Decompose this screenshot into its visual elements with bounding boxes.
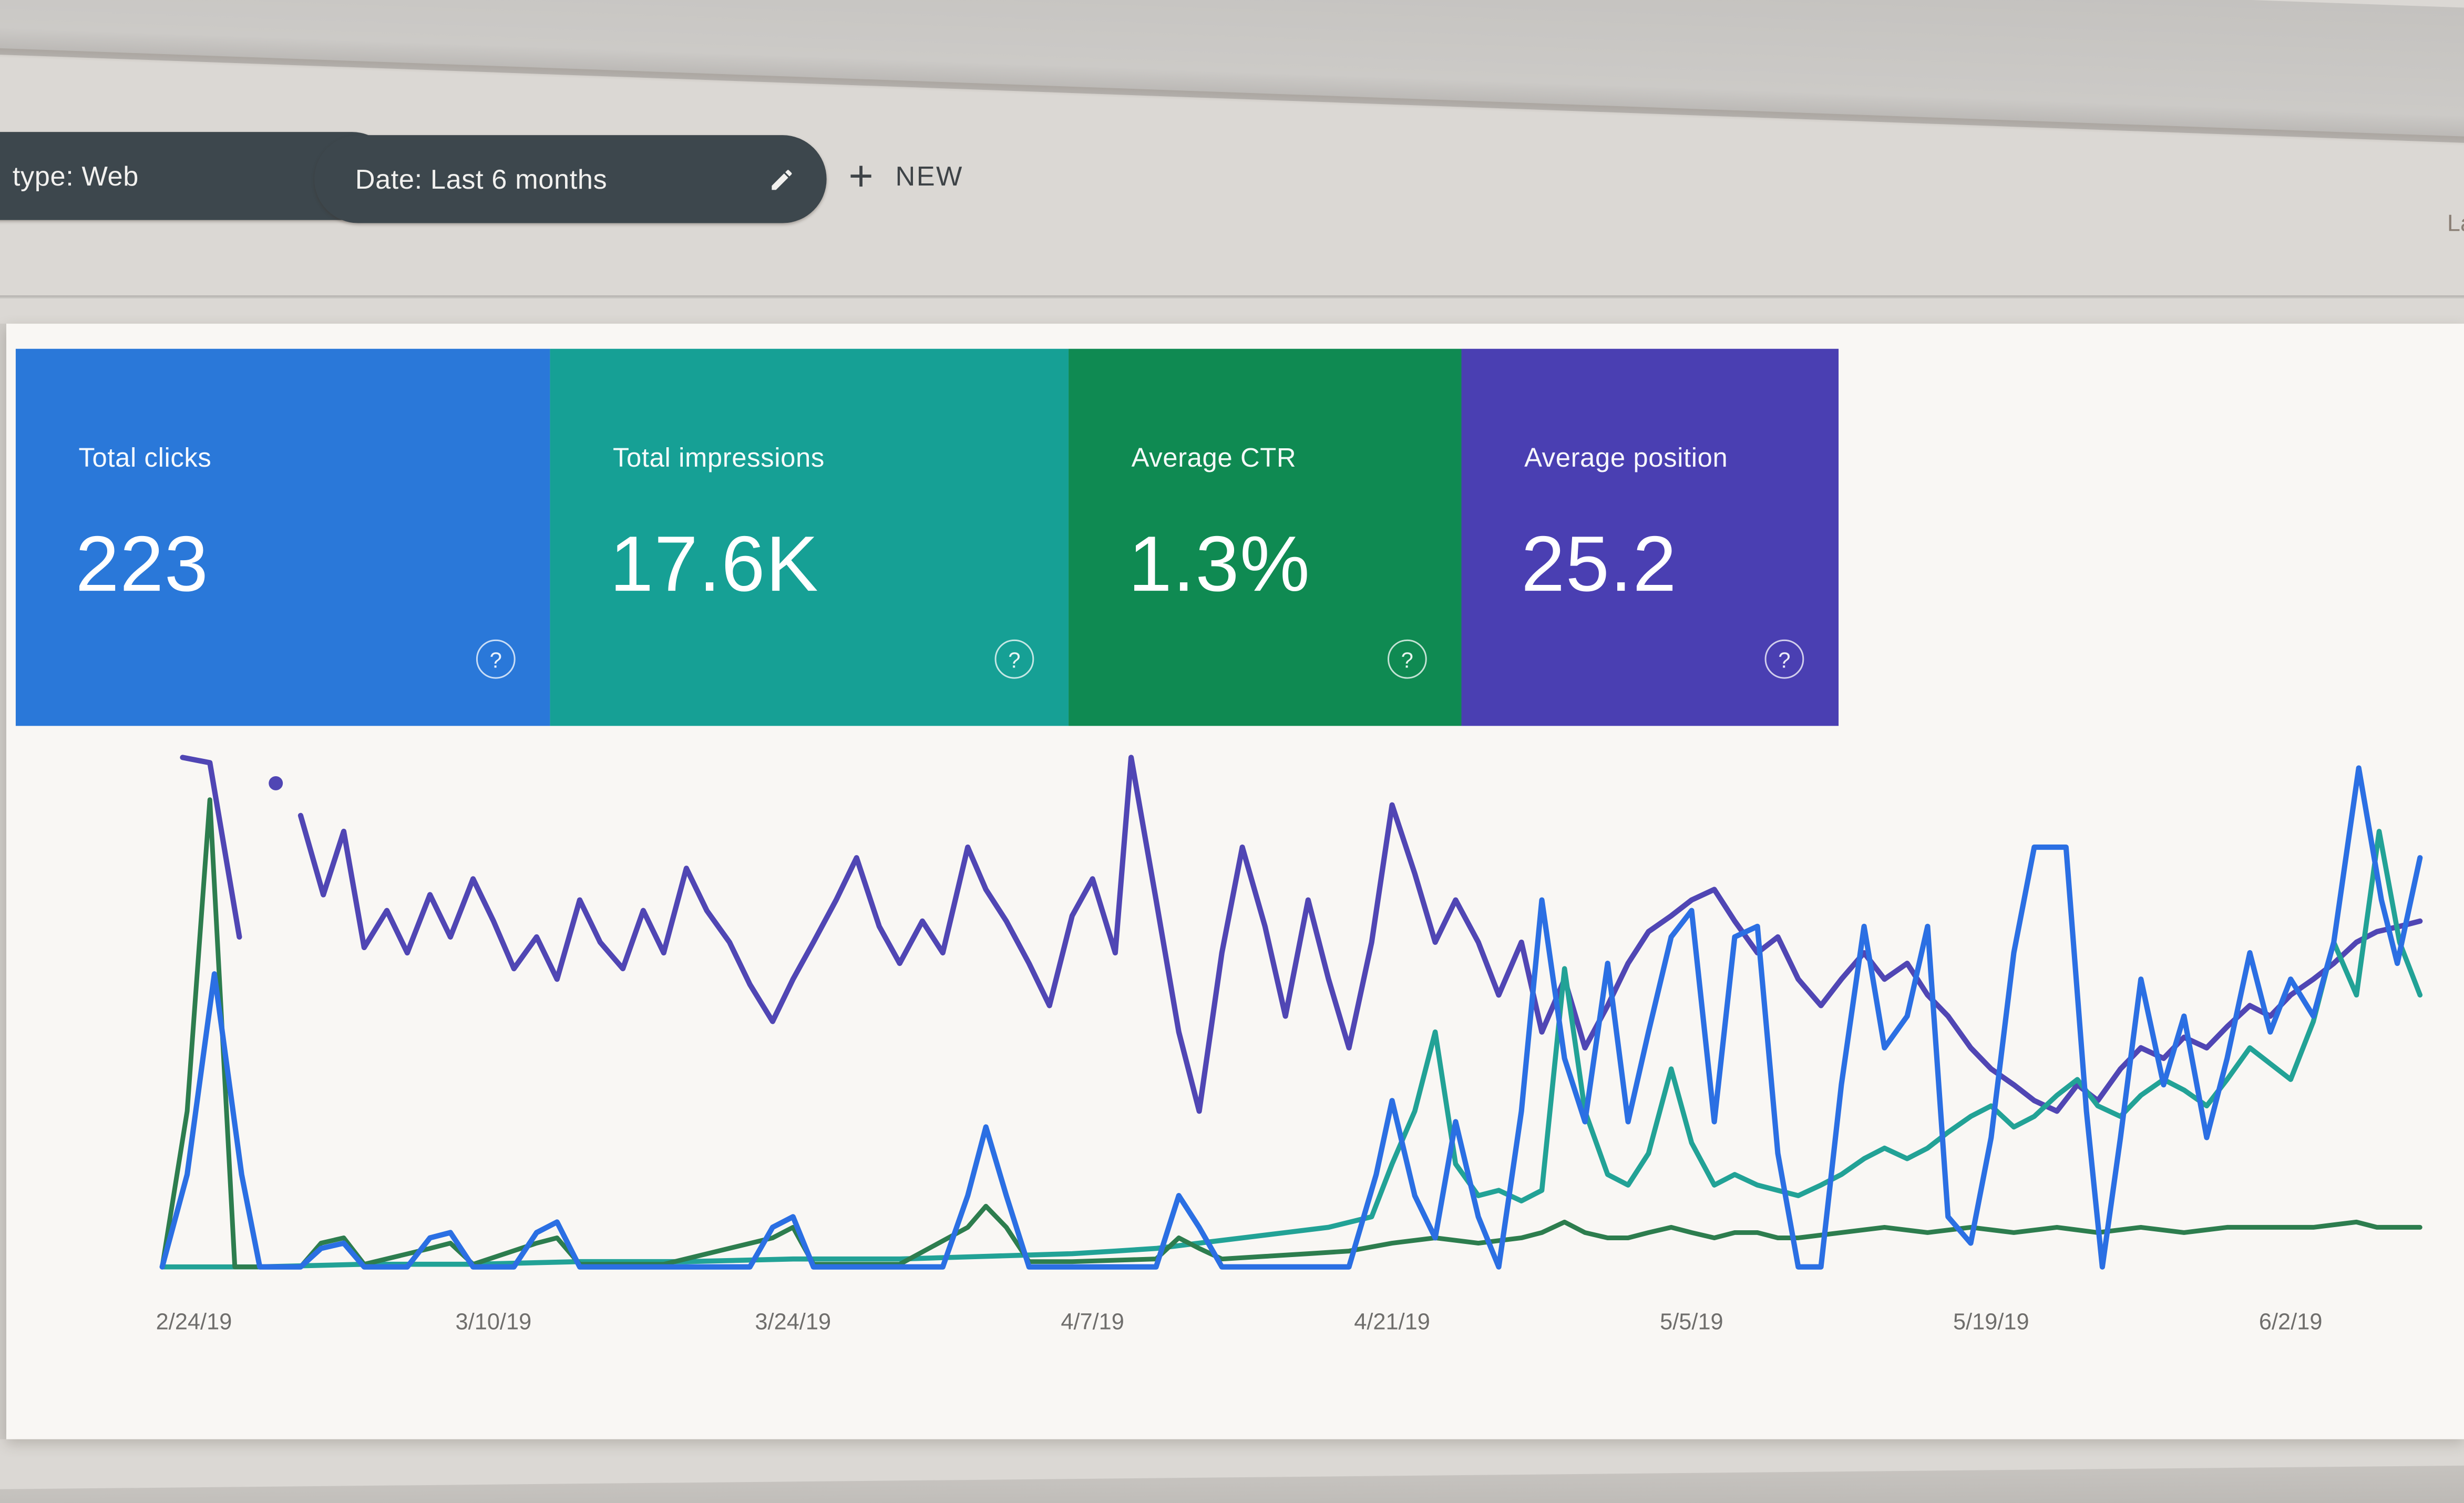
series-line-clicks: [162, 768, 2420, 1267]
metric-card-average-ctr[interactable]: Average CTR 1.3% ?: [1069, 348, 1462, 726]
new-filter-button[interactable]: + NEW: [848, 154, 963, 198]
performance-panel: Total clicks 223 ? Total impressions 17.…: [6, 323, 2464, 1439]
metric-card-label: Average CTR: [1131, 443, 1297, 473]
plus-icon: +: [848, 152, 874, 200]
filter-chip-date-range-label: Date: Last 6 months: [355, 162, 608, 194]
monitor-bottom-bezel: [0, 1464, 2464, 1503]
x-axis-tick: 6/2/19: [2258, 1310, 2323, 1336]
metric-card-value: 223: [75, 520, 209, 609]
performance-line-chart: [151, 742, 2420, 1270]
metric-card-label: Total impressions: [613, 443, 825, 473]
chart-series-canvas: [151, 742, 2420, 1270]
new-filter-label: NEW: [895, 159, 963, 191]
x-axis-tick: 5/19/19: [1953, 1310, 2029, 1336]
metric-card-label: Average position: [1524, 443, 1728, 473]
filter-chip-date-range[interactable]: Date: Last 6 months: [314, 135, 827, 223]
metric-card-label: Total clicks: [78, 443, 212, 473]
panel-left-gutter: [0, 323, 6, 1439]
series-line-ctr: [162, 800, 2420, 1267]
metric-card-total-impressions[interactable]: Total impressions 17.6K ?: [550, 348, 1069, 726]
filter-chip-search-type-label: type: Web: [12, 159, 139, 191]
metric-card-value: 1.3%: [1128, 520, 1311, 609]
metric-card-value: 25.2: [1521, 520, 1678, 609]
metric-card-value: 17.6K: [610, 520, 819, 609]
header-divider: [0, 295, 2464, 299]
series-line-average-position: [301, 757, 2420, 1111]
help-icon[interactable]: ?: [1387, 639, 1427, 679]
x-axis-tick: 4/7/19: [1061, 1310, 1124, 1336]
series-line-impressions: [162, 831, 2420, 1267]
series-line-average-position: [182, 757, 239, 937]
last-updated-text-clipped: La: [2447, 210, 2464, 238]
x-axis-tick-labels: 2/24/19 3/10/19 3/24/19 4/7/19 4/21/19 5/5/19…: [151, 1310, 2420, 1348]
help-icon[interactable]: ?: [994, 639, 1034, 679]
average-position-isolated-point: [268, 777, 283, 791]
x-axis-tick: 3/24/19: [755, 1310, 831, 1336]
edit-pencil-icon[interactable]: [768, 166, 795, 192]
help-icon[interactable]: ?: [476, 639, 516, 679]
help-icon[interactable]: ?: [1764, 639, 1804, 679]
metric-card-total-clicks[interactable]: Total clicks 223 ?: [15, 348, 550, 726]
x-axis-tick: 2/24/19: [156, 1310, 232, 1336]
x-axis-tick: 4/21/19: [1354, 1310, 1430, 1336]
metric-card-average-position[interactable]: Average position 25.2 ?: [1461, 348, 1839, 726]
x-axis-tick: 5/5/19: [1660, 1310, 1723, 1336]
x-axis-tick: 3/10/19: [455, 1310, 532, 1336]
